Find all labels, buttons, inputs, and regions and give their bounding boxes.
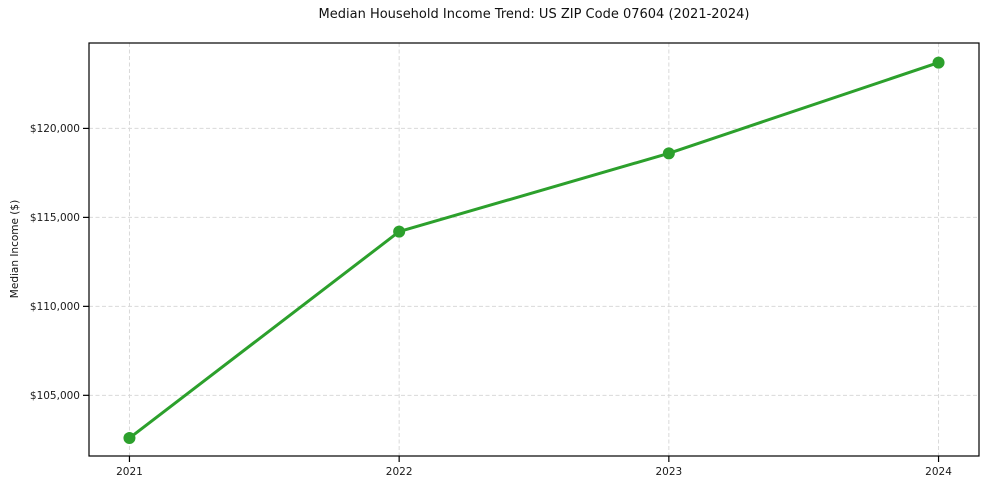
- y-tick-label: $115,000: [30, 212, 80, 224]
- plot-border: [88, 42, 980, 457]
- data-point-2021: [123, 432, 136, 445]
- y-tick-label: $120,000: [30, 123, 80, 135]
- x-tick-label: 2023: [655, 466, 682, 478]
- data-point-2022: [393, 225, 406, 238]
- data-point-2024: [932, 56, 945, 69]
- trend-line: [127, 61, 941, 440]
- y-tick-label: $110,000: [30, 301, 80, 313]
- chart-title: Median Household Income Trend: US ZIP Co…: [318, 7, 750, 22]
- x-tick-label: 2022: [386, 466, 413, 478]
- data-point-2023: [662, 147, 675, 160]
- y-tick-label: $105,000: [30, 390, 80, 402]
- y-axis-title: Median Income ($): [9, 199, 21, 299]
- x-tick-label: 2024: [925, 466, 952, 478]
- x-tick-label: 2021: [116, 466, 143, 478]
